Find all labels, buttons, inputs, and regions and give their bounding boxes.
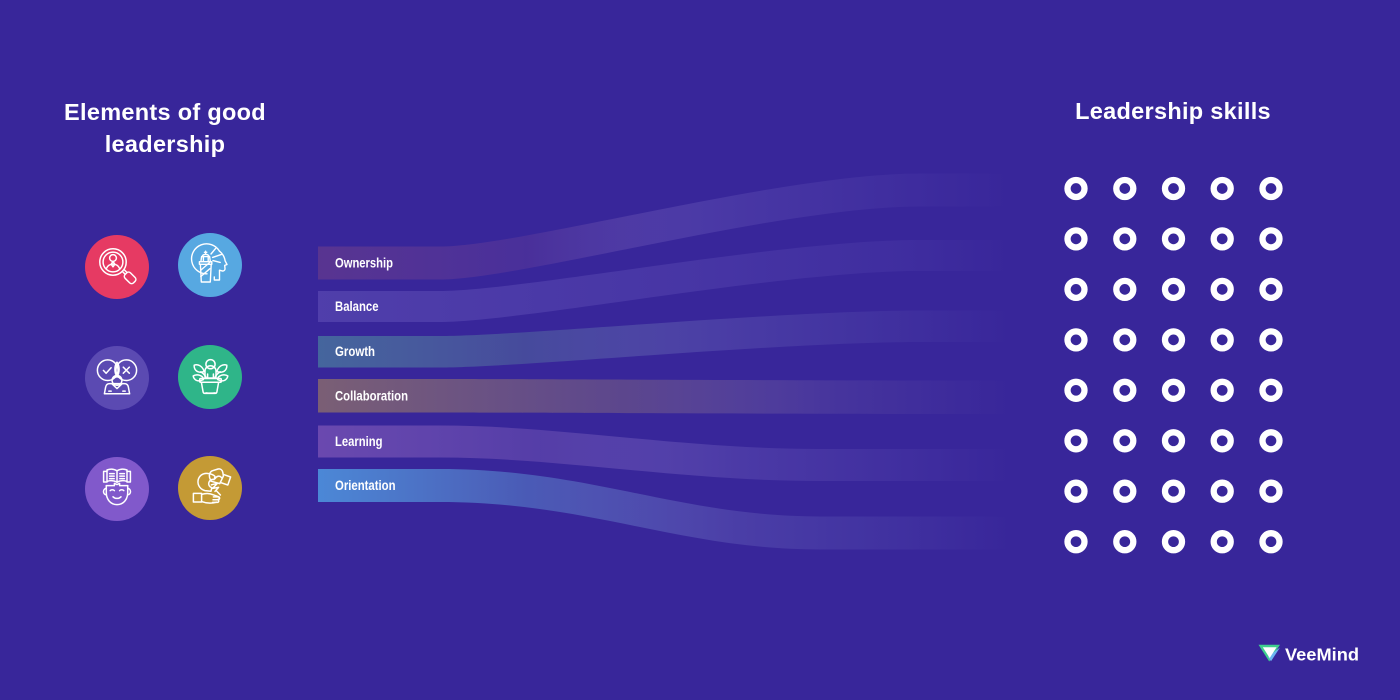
svg-text:Ownership: Ownership — [335, 255, 393, 271]
svg-text:Growth: Growth — [335, 343, 375, 359]
svg-text:Learning: Learning — [335, 433, 383, 449]
svg-text:VeeMind: VeeMind — [1285, 645, 1359, 665]
svg-text:Collaboration: Collaboration — [335, 388, 408, 404]
svg-text:Orientation: Orientation — [335, 477, 396, 493]
svg-text:Balance: Balance — [335, 298, 379, 314]
